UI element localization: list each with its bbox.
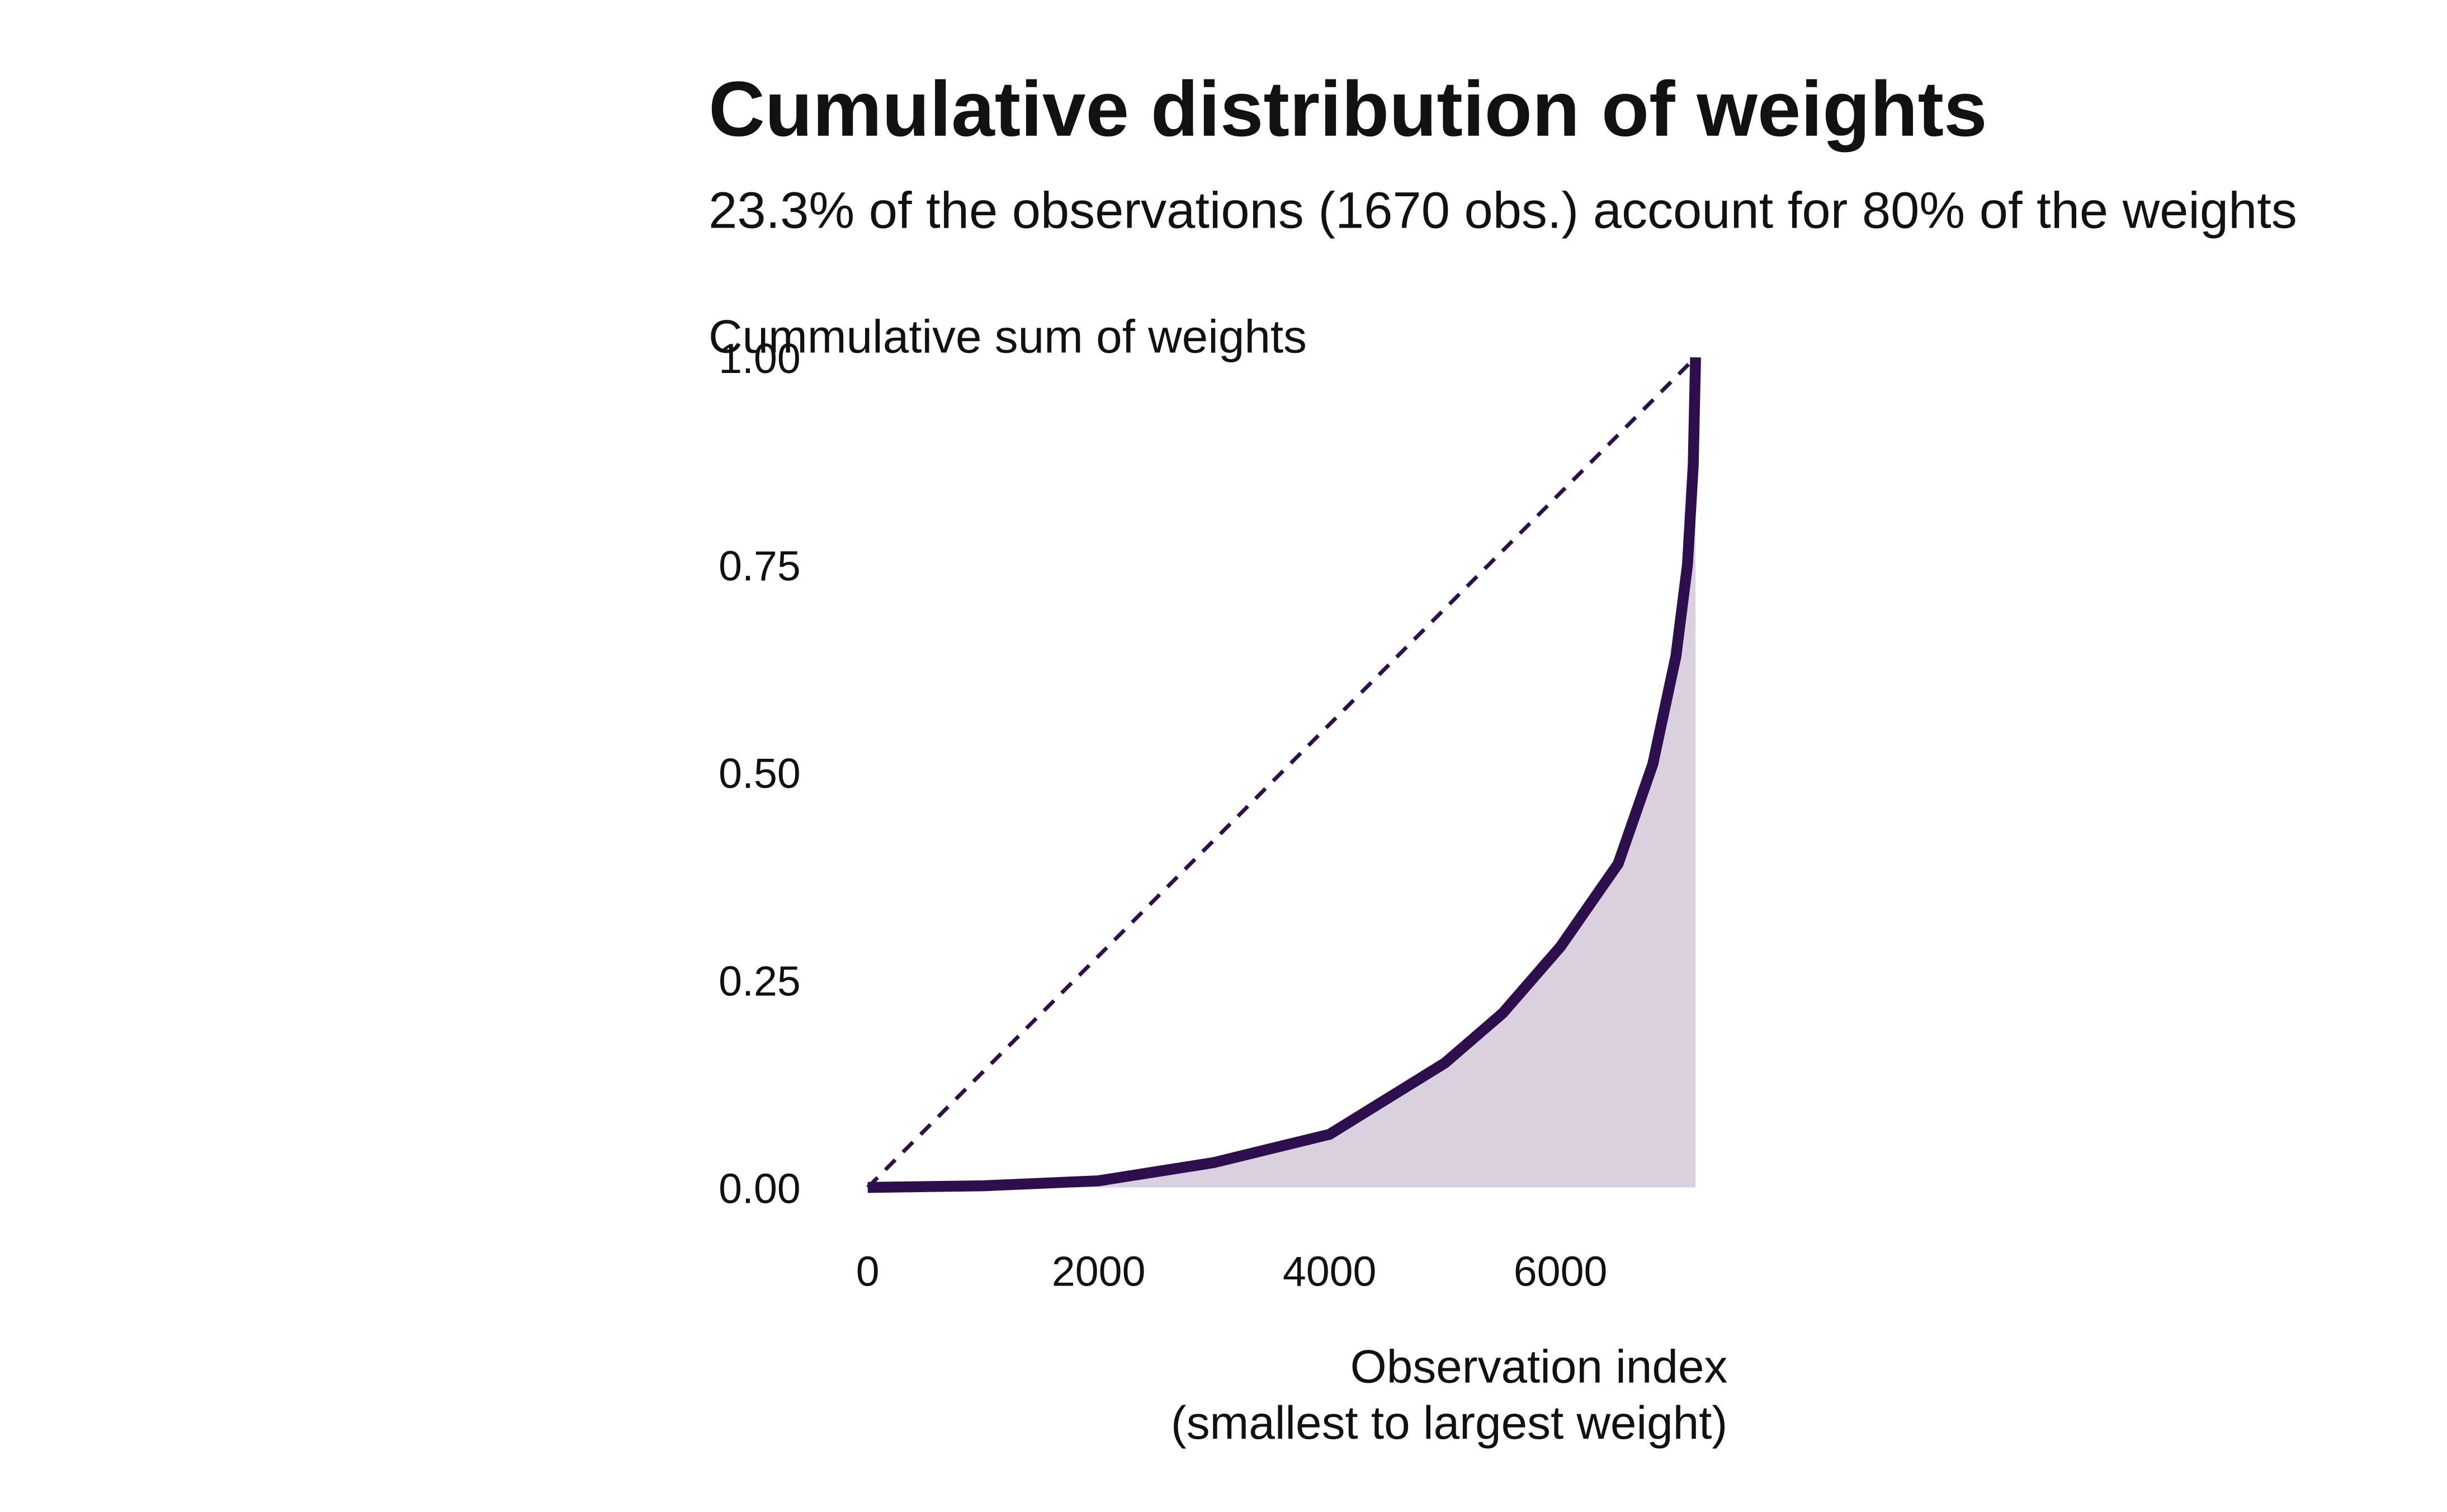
- y-tick-label: 0.50: [719, 750, 801, 797]
- area: [867, 357, 1696, 1188]
- y-tick-label: 0.75: [719, 542, 801, 589]
- y-tick-label: 0.00: [719, 1165, 801, 1212]
- y-tick-label: 1.00: [719, 335, 801, 382]
- x-tick-label: 0: [856, 1248, 880, 1294]
- line: [867, 357, 1701, 1193]
- x-axis-title: Observation index: [1350, 1340, 1728, 1392]
- chart-title: Cumulative distribution of weights: [708, 65, 1987, 153]
- y-axis-title: Cummulative sum of weights: [708, 310, 1307, 363]
- x-tick-label: 2000: [1052, 1248, 1146, 1294]
- reference-line: [866, 356, 1697, 1189]
- y-tick-label: 0.25: [719, 957, 801, 1004]
- x-axis-title: (smallest to largest weight): [1171, 1396, 1727, 1449]
- x-tick-label: 6000: [1514, 1248, 1608, 1294]
- chart-subtitle: 23.3% of the observations (1670 obs.) ac…: [708, 181, 2297, 239]
- x-tick-label: 4000: [1283, 1248, 1377, 1294]
